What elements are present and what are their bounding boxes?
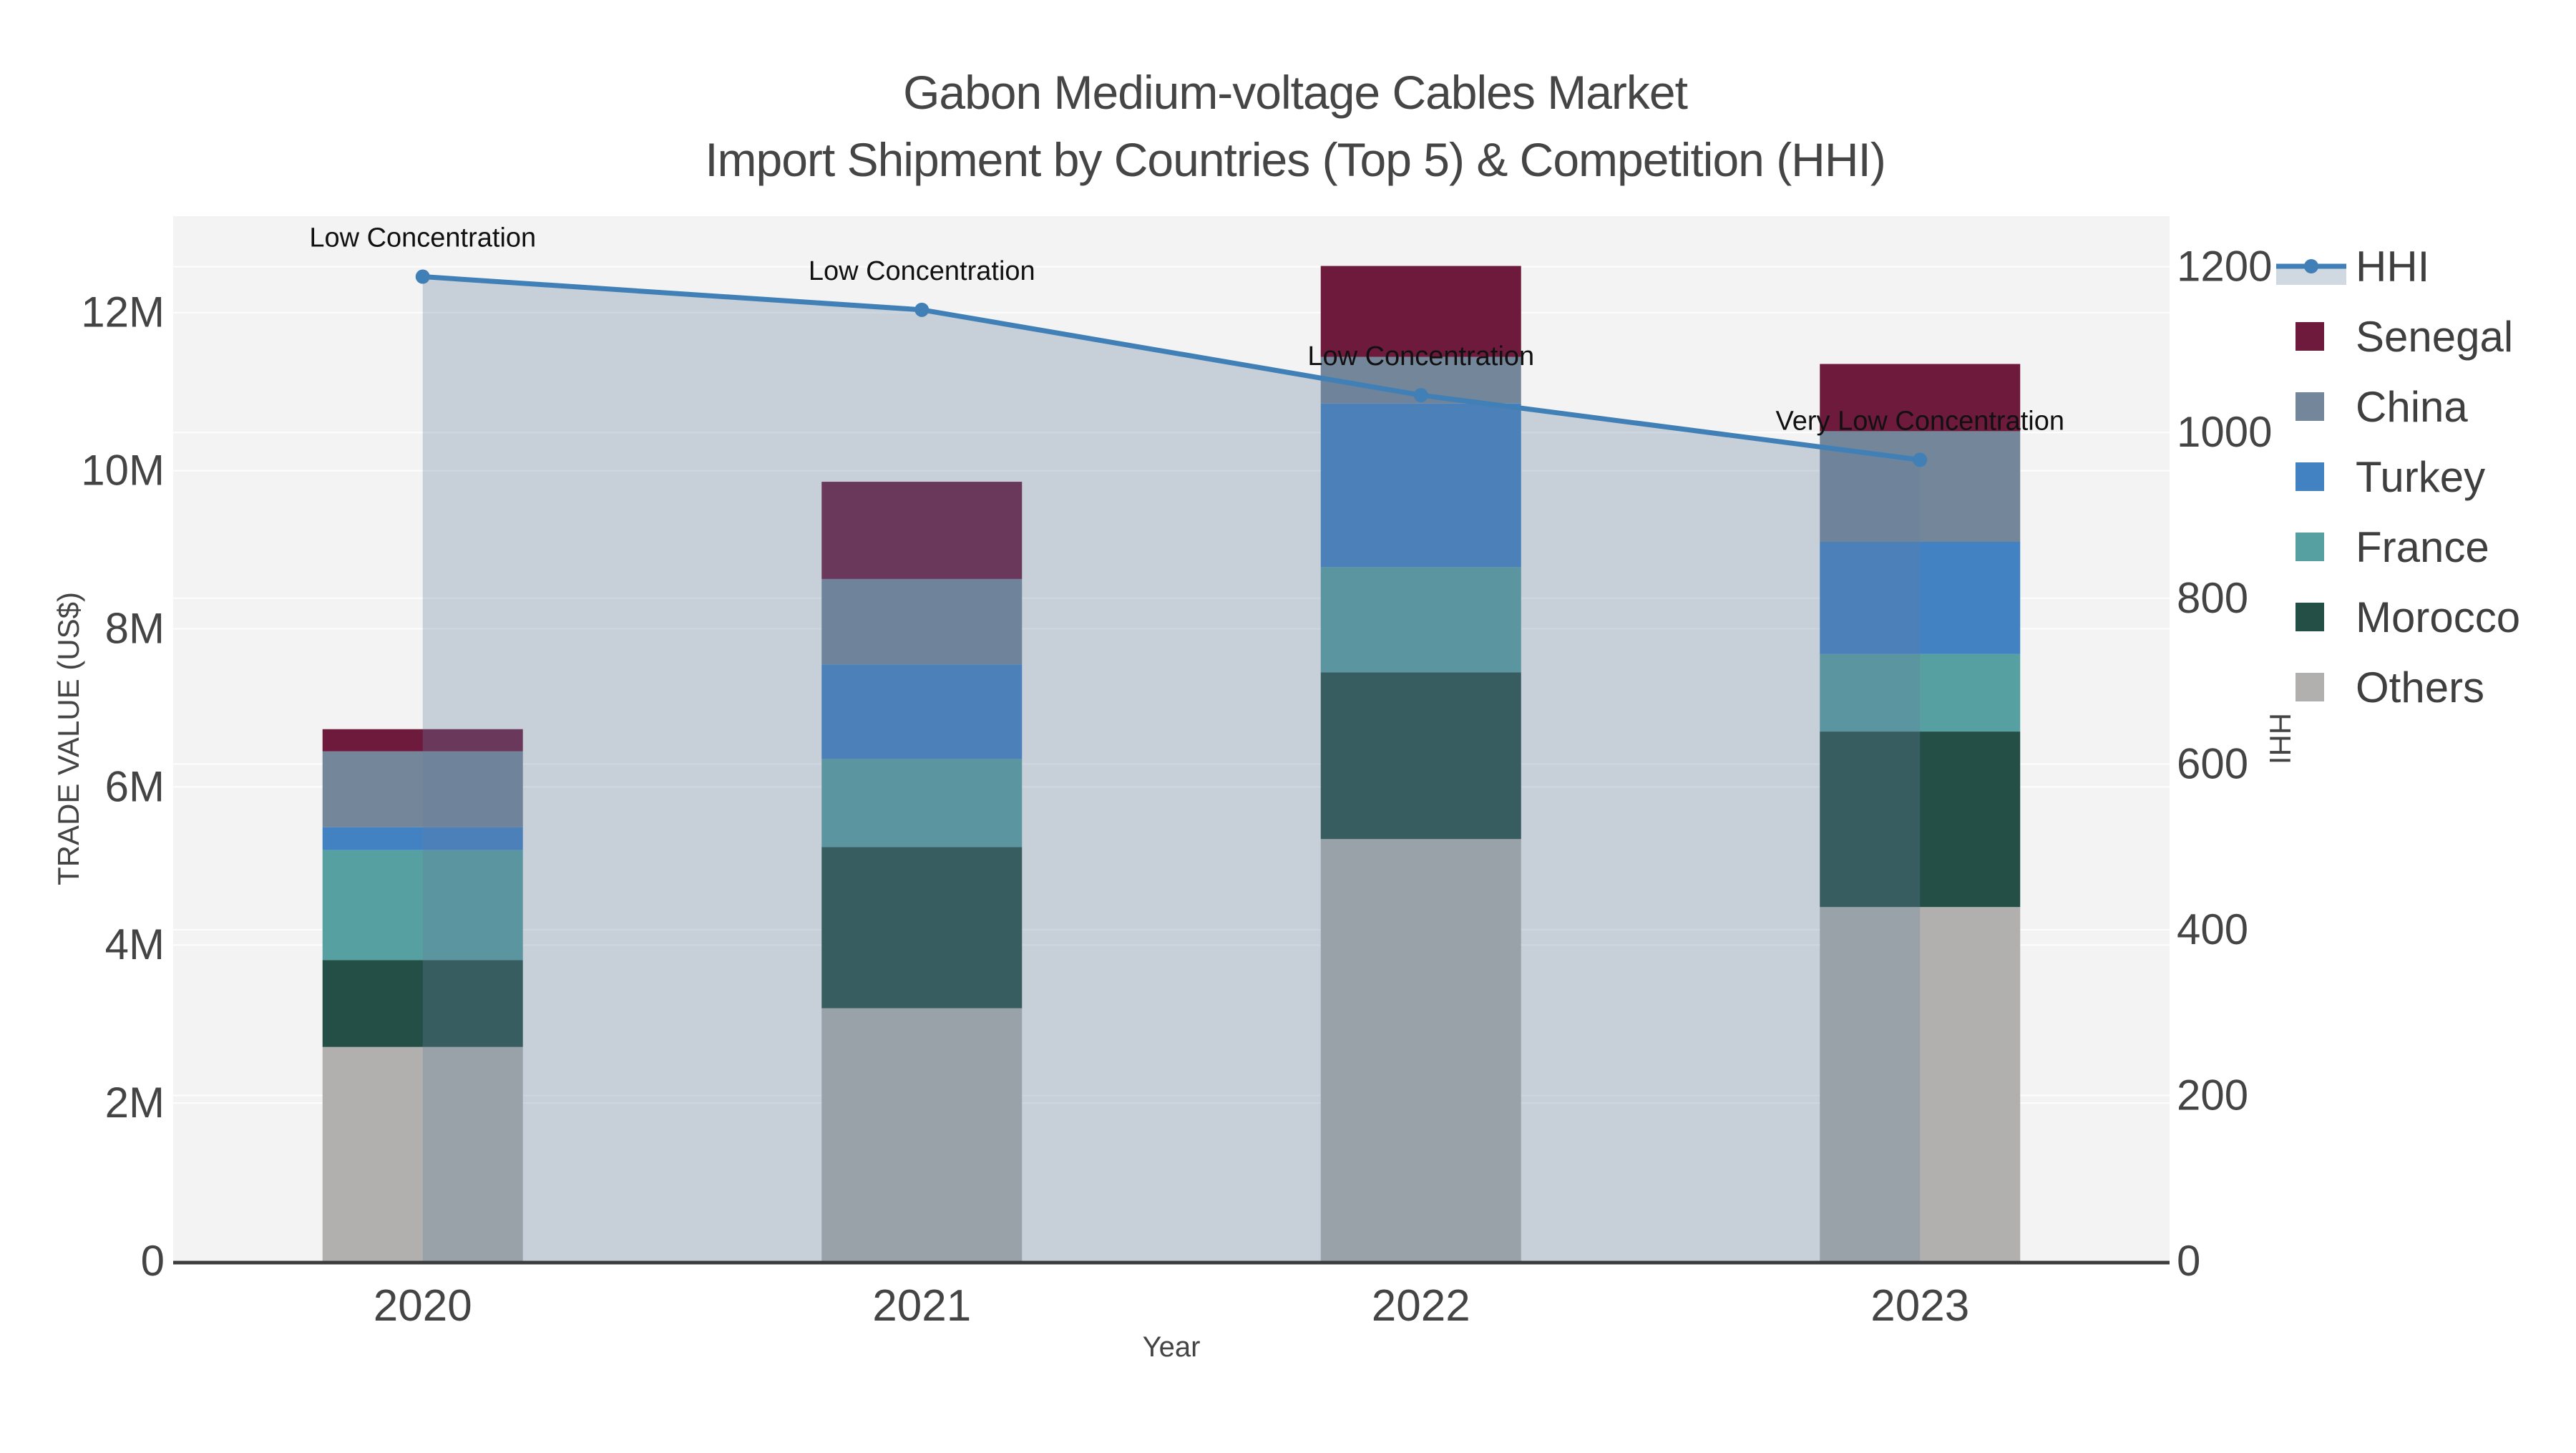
bar-segment-senegal-2023: [1820, 364, 2021, 432]
legend-swatch-france: [2296, 533, 2324, 561]
legend-hhi-marker-icon: [2304, 259, 2318, 273]
legend-swatch-china: [2296, 392, 2324, 421]
annotation-2022: Low Concentration: [1307, 341, 1534, 371]
y-left-tick-label-12M: 12M: [81, 288, 165, 336]
legend-label-france: France: [2356, 523, 2489, 571]
legend-item-morocco[interactable]: Morocco: [2296, 593, 2520, 641]
bar-segment-china-2021: [821, 578, 1023, 665]
y-left-tick-label-6M: 6M: [105, 762, 165, 810]
bar-segment-morocco-2022: [1320, 672, 1521, 840]
bar-segment-turkey-2021: [821, 664, 1023, 759]
bar-segment-turkey-2023: [1820, 542, 2021, 654]
bar-segment-others-2023: [1820, 907, 2021, 1261]
annotation-2020: Low Concentration: [309, 223, 536, 253]
bar-segment-turkey-2022: [1320, 403, 1521, 568]
y-right-tick-label-800: 800: [2177, 574, 2248, 622]
bar-segment-france-2023: [1820, 653, 2021, 732]
y-left-tick-label-10M: 10M: [81, 447, 165, 495]
bar-segment-morocco-2020: [322, 960, 523, 1047]
chart-title-line2: Import Shipment by Countries (Top 5) & C…: [705, 133, 1885, 186]
legend-swatch-morocco: [2296, 603, 2324, 631]
legend-swatch-others: [2296, 673, 2324, 701]
legend-label-senegal: Senegal: [2356, 313, 2513, 361]
y-axis-left-title: TRADE VALUE (US$): [52, 592, 85, 885]
chart-layers: Low Concentration Low Concentration Low Co…: [81, 216, 2520, 1331]
y-left-tick-label-4M: 4M: [105, 920, 165, 968]
hhi-marker-2022: [1413, 388, 1428, 403]
hhi-line: [422, 274, 1921, 462]
legend-item-china[interactable]: China: [2296, 383, 2468, 431]
annotation-2023: Very Low Concentration: [1776, 406, 2064, 436]
bar-segment-france-2022: [1320, 567, 1521, 673]
legend-item-others[interactable]: Others: [2296, 664, 2484, 711]
legend-label-turkey: Turkey: [2356, 453, 2485, 501]
x-tick-label-2021: 2021: [872, 1281, 971, 1331]
x-tick-label-2020: 2020: [374, 1281, 472, 1331]
legend-label-others: Others: [2356, 664, 2484, 711]
legend-item-france[interactable]: France: [2296, 523, 2489, 571]
bar-segment-france-2021: [821, 759, 1023, 847]
chart-title-line1: Gabon Medium-voltage Cables Market: [903, 66, 1688, 119]
bar-segment-others-2022: [1320, 839, 1521, 1261]
x-tick-label-2023: 2023: [1870, 1281, 1969, 1331]
legend: HHI Senegal China Turkey France Morocco Others: [2276, 243, 2520, 711]
legend-swatch-senegal: [2296, 322, 2324, 351]
bar-segment-morocco-2023: [1820, 732, 2021, 908]
bar-segment-others-2021: [821, 1008, 1023, 1261]
y-right-tick-label-0: 0: [2177, 1237, 2200, 1285]
x-tick-label-2022: 2022: [1372, 1281, 1470, 1331]
legend-label-hhi: HHI: [2356, 243, 2429, 291]
legend-item-turkey[interactable]: Turkey: [2296, 453, 2485, 501]
hhi-marker-2021: [914, 302, 930, 317]
legend-label-morocco: Morocco: [2356, 593, 2520, 641]
bar-segment-france-2020: [322, 850, 523, 961]
y-right-tick-label-1000: 1000: [2177, 408, 2272, 456]
y-right-tick-label-1200: 1200: [2177, 243, 2272, 291]
x-axis-title: Year: [1143, 1331, 1201, 1363]
bar-segment-turkey-2020: [322, 827, 523, 850]
bar-series: [322, 266, 2021, 1261]
y-right-tick-label-600: 600: [2177, 739, 2248, 787]
bar-segment-senegal-2021: [821, 482, 1023, 579]
y-left-tick-label-8M: 8M: [105, 604, 165, 652]
legend-label-china: China: [2356, 383, 2468, 431]
legend-swatch-turkey: [2296, 462, 2324, 491]
y-right-tick-label-200: 200: [2177, 1071, 2248, 1119]
bar-segment-others-2020: [322, 1046, 523, 1261]
legend-item-senegal[interactable]: Senegal: [2296, 313, 2513, 361]
bar-segment-china-2020: [322, 751, 523, 827]
y-left-tick-label-0: 0: [141, 1237, 165, 1285]
annotation-2021: Low Concentration: [809, 256, 1035, 286]
hhi-area-fill: [422, 276, 1921, 1261]
hhi-marker-2023: [1913, 452, 1928, 467]
y-right-tick-label-400: 400: [2177, 905, 2248, 953]
hhi-marker-2020: [415, 269, 430, 284]
bar-segment-senegal-2022: [1320, 266, 1521, 357]
y-left-tick-label-2M: 2M: [105, 1079, 165, 1127]
bar-segment-senegal-2020: [322, 729, 523, 752]
y-axis-right-title: HHI: [2263, 713, 2297, 764]
legend-item-hhi[interactable]: HHI: [2276, 243, 2429, 291]
bar-segment-morocco-2021: [821, 847, 1023, 1009]
